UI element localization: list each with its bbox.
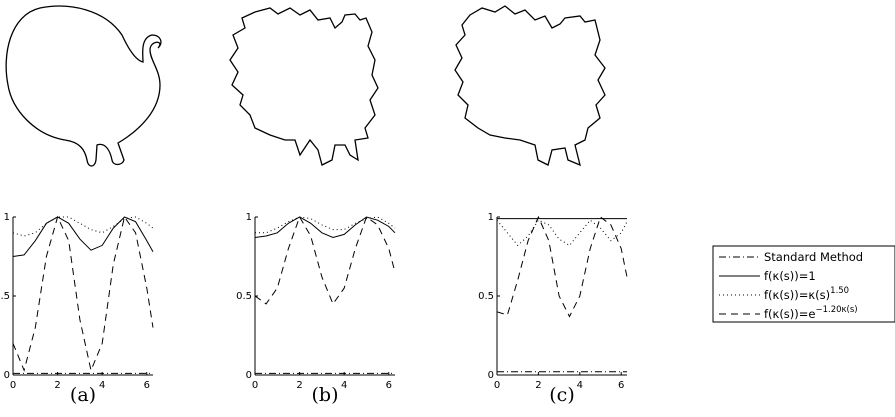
- legend-superscript: 1.50: [830, 286, 849, 296]
- y-tick-label: 0.5: [478, 291, 494, 302]
- x-tick-label: 6: [144, 380, 150, 391]
- series-line: [496, 219, 628, 247]
- caption: (c): [549, 384, 574, 406]
- legend-name: f(κ(s))=1: [764, 269, 816, 283]
- series-line: [12, 215, 154, 372]
- caption: (b): [312, 384, 339, 406]
- x-tick-label: 2: [296, 380, 302, 391]
- x-tick-label: 0: [10, 380, 16, 391]
- series-line: [254, 215, 396, 305]
- y-tick-label: 0.5: [236, 291, 252, 302]
- x-tick-label: 4: [341, 380, 347, 391]
- x-tick-label: 0: [252, 380, 258, 391]
- legend-label: f(κ(s))=κ(s)1.50: [764, 286, 849, 302]
- x-tick-label: 2: [535, 380, 541, 391]
- y-tick-label: 0: [4, 370, 10, 381]
- legend-name: Standard Method: [764, 250, 863, 264]
- legend-label: Standard Method: [764, 250, 863, 264]
- y-tick-label: 0.5: [0, 291, 10, 302]
- x-tick-label: 6: [618, 380, 624, 391]
- y-tick-label: 1: [4, 212, 10, 223]
- y-tick-label: 0: [246, 370, 252, 381]
- y-tick-label: 0: [488, 370, 494, 381]
- turkey-c: [454, 5, 606, 167]
- x-tick-label: 0: [494, 380, 500, 391]
- turkey-a: [5, 5, 162, 167]
- caption: (a): [70, 384, 96, 406]
- legend-box: [712, 245, 895, 323]
- series-line: [12, 216, 154, 257]
- y-tick-label: 1: [488, 212, 494, 223]
- legend-superscript: −1.20κ(s): [815, 305, 857, 315]
- x-tick-label: 2: [54, 380, 60, 391]
- series-line: [12, 216, 154, 237]
- x-tick-label: 4: [99, 380, 105, 391]
- series-line: [496, 215, 628, 318]
- legend-name: f(κ(s))=e: [764, 307, 815, 321]
- legend-label: f(κ(s))=e−1.20κ(s): [764, 305, 858, 321]
- x-tick-label: 4: [577, 380, 583, 391]
- x-tick-label: 6: [386, 380, 392, 391]
- series-line: [254, 216, 396, 239]
- turkey-b: [229, 7, 379, 166]
- legend-name: f(κ(s))=κ(s): [764, 288, 830, 302]
- legend-label: f(κ(s))=1: [764, 269, 816, 283]
- y-tick-label: 1: [246, 212, 252, 223]
